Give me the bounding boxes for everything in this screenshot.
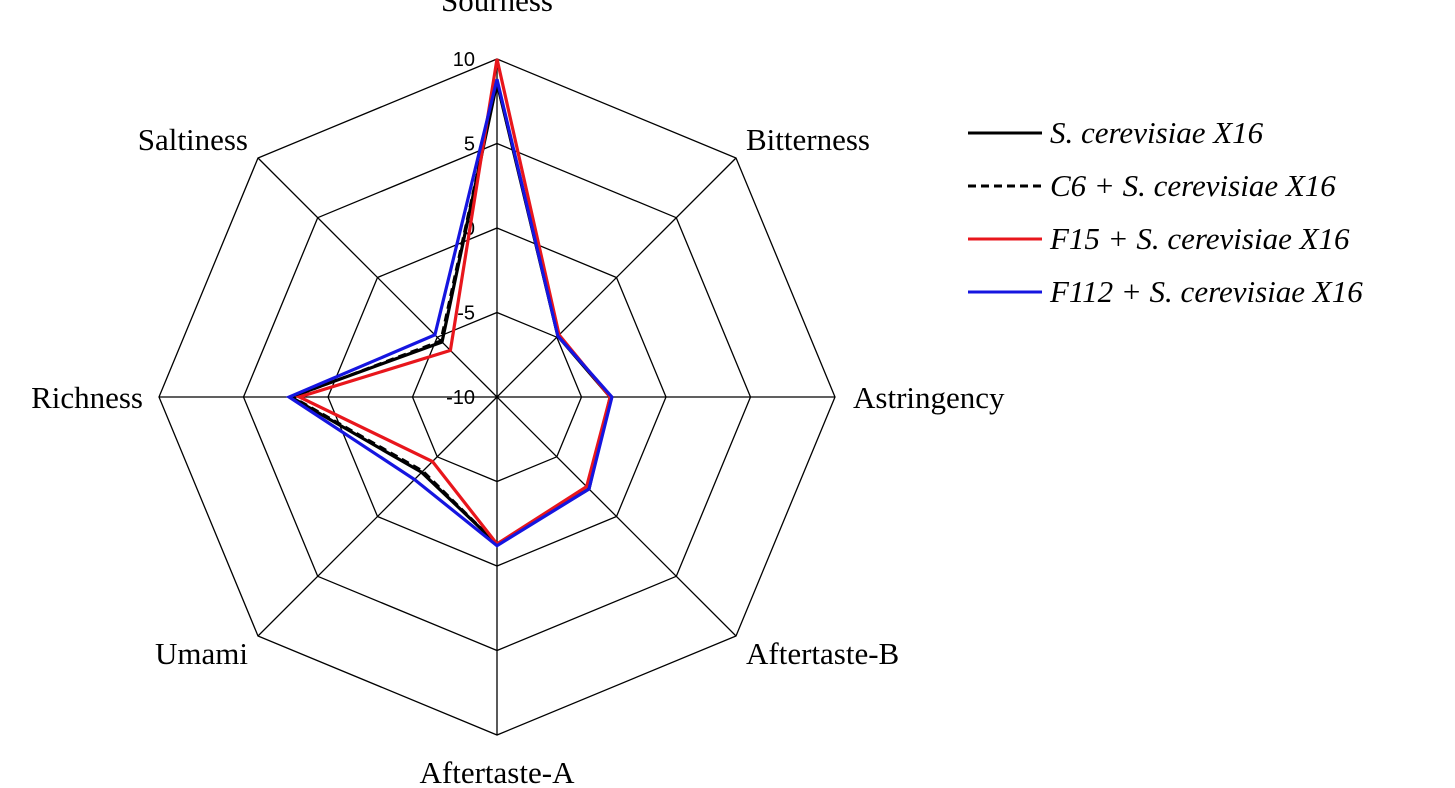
spoke-bitterness [496, 157, 737, 398]
legend-label-c6-s-cerevisiae-x16: C6 + S. cerevisiae X16 [1050, 168, 1336, 203]
axis-label-bitterness: Bitterness [746, 122, 870, 157]
series-line-f112-s-cerevisiae-x16 [285, 78, 614, 548]
axis-label-astringency: Astringency [853, 380, 1005, 415]
spoke-saltiness [257, 157, 498, 398]
axis-label-richness: Richness [31, 380, 143, 415]
series-line-s-cerevisiae-x16 [287, 82, 612, 546]
tick-label: -10 [446, 387, 475, 409]
legend: S. cerevisiae X16 C6 + S. cerevisiae X16 F… [968, 115, 1363, 309]
spoke-umami [257, 396, 498, 637]
legend-label-s-cerevisiae-x16: S. cerevisiae X16 [1050, 115, 1264, 150]
tick-label: -5 [457, 303, 475, 325]
axis-label-umami: Umami [155, 636, 248, 671]
axis-label-aftertaste-a: Aftertaste-A [420, 755, 576, 788]
legend-label-f15-s-cerevisiae-x16: F15 + S. cerevisiae X16 [1049, 221, 1350, 256]
axis-label-aftertaste-b: Aftertaste-B [746, 636, 899, 671]
axis-labels: Sourness Bitterness Astringency Aftertaste-… [31, 0, 1005, 788]
tick-label: 5 [464, 134, 475, 156]
radar-grid [158, 58, 836, 736]
series-line-c6-s-cerevisiae-x16 [289, 82, 614, 546]
tick-label: 10 [453, 49, 475, 71]
axis-label-sourness: Sourness [441, 0, 553, 18]
series-line-f15-s-cerevisiae-x16 [294, 58, 612, 547]
axis-label-saltiness: Saltiness [138, 122, 248, 157]
legend-label-f112-s-cerevisiae-x16: F112 + S. cerevisiae X16 [1049, 274, 1363, 309]
series-lines [285, 58, 614, 548]
spoke-aftertaste-b [496, 396, 737, 637]
